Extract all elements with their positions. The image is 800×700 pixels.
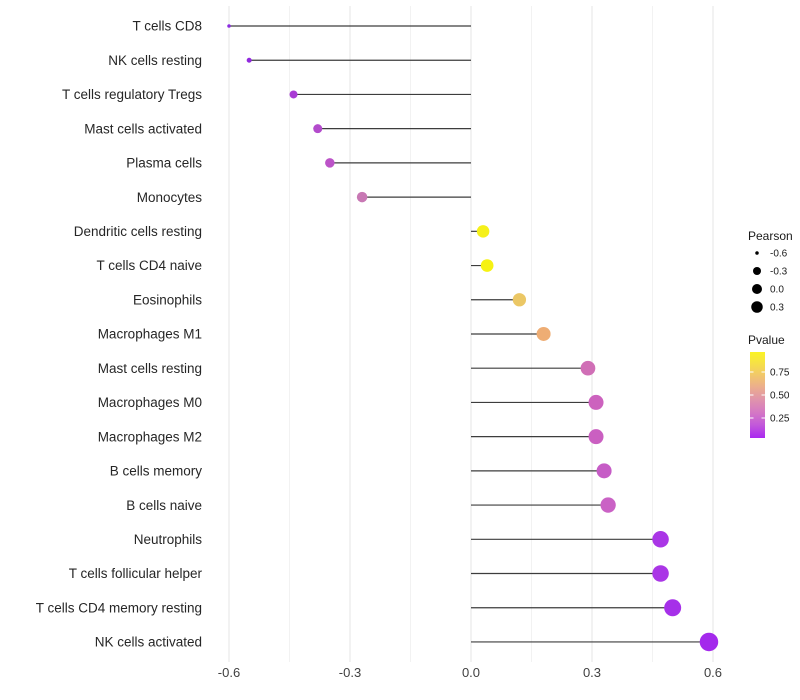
lollipop-dot (588, 394, 604, 410)
x-axis-tick-label: -0.6 (218, 665, 240, 680)
lollipop-dot (699, 632, 719, 652)
lollipop-dot (480, 259, 494, 272)
color-legend-gradient-bar (750, 352, 765, 438)
y-axis-label: T cells CD4 naive (96, 258, 202, 273)
x-axis-tick-label: -0.3 (339, 665, 361, 680)
lollipop-dot (596, 463, 612, 479)
y-axis-label: NK cells resting (108, 53, 202, 68)
lollipop-dot (313, 124, 323, 134)
y-axis-label: Plasma cells (126, 156, 202, 171)
size-legend-label: 0.3 (770, 303, 784, 314)
lollipop-dot (652, 531, 669, 548)
lollipop-dot (289, 90, 298, 99)
y-axis-label: Macrophages M2 (98, 429, 202, 444)
size-legend-title: Pearson (748, 229, 793, 243)
y-axis-label: NK cells activated (95, 635, 202, 650)
size-legend-dot (752, 284, 762, 294)
y-axis-label: Monocytes (137, 190, 203, 205)
lollipop-dot (476, 225, 490, 238)
lollipop-dot (356, 191, 368, 203)
lollipop-dot (588, 429, 604, 445)
size-legend-dot (753, 267, 761, 275)
y-axis-label: Eosinophils (133, 292, 202, 307)
color-legend-title: Pvalue (748, 333, 785, 347)
y-axis-label: T cells CD4 memory resting (36, 600, 202, 615)
lollipop-dot (664, 599, 682, 617)
lollipop-dot (536, 326, 551, 341)
y-axis-label: B cells naive (126, 498, 202, 513)
size-legend-dot (751, 301, 763, 313)
lollipop-dot (580, 360, 596, 376)
y-axis-label: Macrophages M0 (98, 395, 202, 410)
lollipop-dot (246, 57, 252, 63)
y-axis-label: Dendritic cells resting (74, 224, 202, 239)
y-axis-label: Macrophages M1 (98, 327, 202, 342)
color-legend-tick-label: 0.75 (770, 368, 790, 379)
size-legend-dot (755, 251, 759, 255)
y-axis-label: Mast cells resting (98, 361, 202, 376)
lollipop-dot (227, 24, 231, 28)
size-legend-label: -0.6 (770, 249, 788, 260)
lollipop-dot (600, 497, 616, 513)
y-axis-label: Neutrophils (134, 532, 203, 547)
lollipop-dot (652, 565, 669, 582)
y-axis-label: B cells memory (110, 464, 203, 479)
x-axis-tick-label: 0.6 (704, 665, 722, 680)
y-axis-label: T cells follicular helper (69, 566, 203, 581)
y-axis-label: T cells CD8 (132, 19, 202, 34)
size-legend-label: 0.0 (770, 285, 784, 296)
size-legend-label: -0.3 (770, 267, 788, 278)
color-legend-tick-label: 0.25 (770, 414, 790, 425)
lollipop-dot (325, 158, 335, 168)
y-axis-label: T cells regulatory Tregs (62, 87, 202, 102)
color-legend-tick-label: 0.50 (770, 391, 790, 402)
y-axis-label: Mast cells activated (84, 121, 202, 136)
x-axis-tick-label: 0.3 (583, 665, 601, 680)
lollipop-dot (512, 293, 527, 307)
x-axis-tick-label: 0.0 (462, 665, 480, 680)
